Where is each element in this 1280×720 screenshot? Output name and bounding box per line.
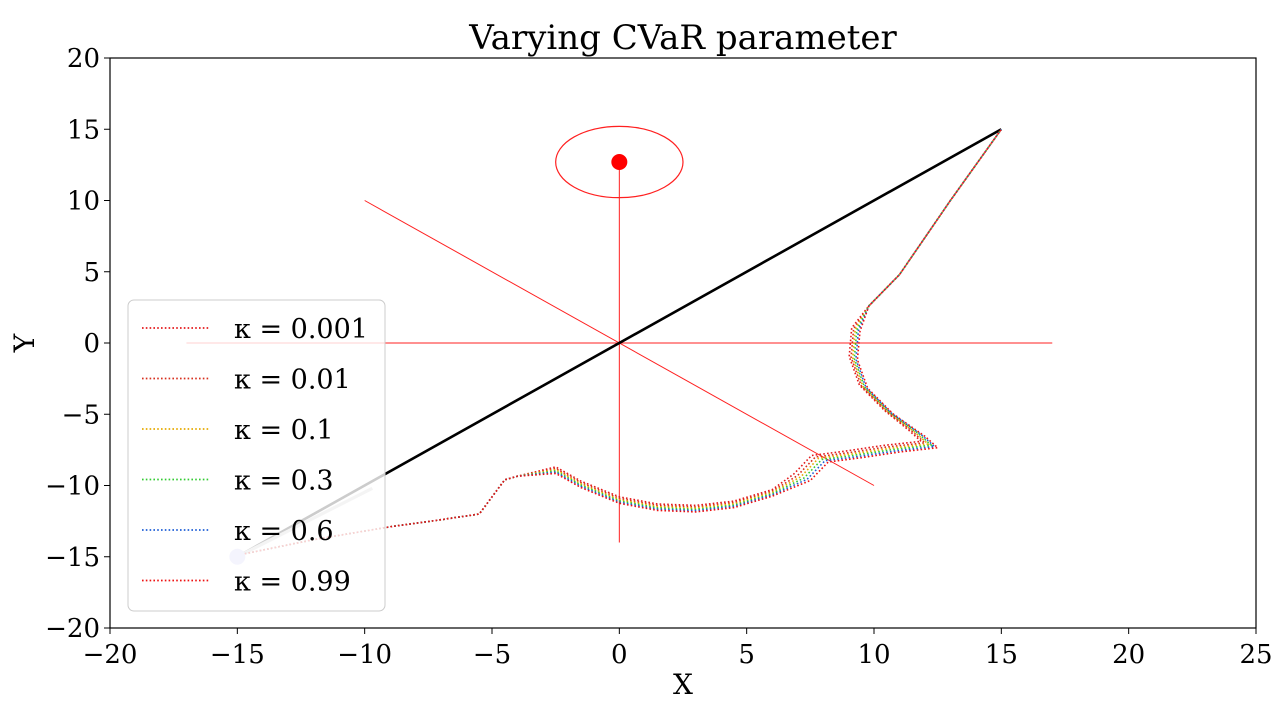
x-tick-label: 10 bbox=[857, 640, 890, 670]
x-tick-label: 0 bbox=[611, 640, 628, 670]
x-tick-label: −10 bbox=[337, 640, 392, 670]
legend-label-6: κ = 0.99 bbox=[234, 567, 351, 598]
x-tick-label: 5 bbox=[738, 640, 755, 670]
x-tick-label: −20 bbox=[83, 640, 138, 670]
obstacle-point bbox=[611, 154, 628, 171]
trajectory-series-6 bbox=[237, 128, 1002, 557]
x-tick-label: 25 bbox=[1239, 640, 1272, 670]
y-tick-label: −15 bbox=[45, 543, 100, 573]
legend-label-1: κ = 0.001 bbox=[234, 314, 368, 345]
y-tick-label: −20 bbox=[45, 614, 100, 644]
y-tick-label: 15 bbox=[67, 115, 100, 145]
x-axis-label: X bbox=[673, 668, 693, 701]
chart-title: Varying CVaR parameter bbox=[468, 18, 897, 58]
axis-ticks: −20 −15 −10 −5 0 5 10 15 20 25 −20 −15 −10 −5 0 5 10 15 20 bbox=[45, 44, 1272, 670]
y-tick-label: 20 bbox=[67, 44, 100, 74]
legend-label-2: κ = 0.01 bbox=[234, 365, 351, 396]
legend-box bbox=[127, 299, 386, 612]
x-tick-label: −15 bbox=[210, 640, 265, 670]
y-tick-label: 5 bbox=[83, 258, 100, 288]
x-tick-label: −5 bbox=[473, 640, 511, 670]
legend: κ = 0.001 κ = 0.01 κ = 0.1 κ = 0.3 κ = 0.6 κ … bbox=[127, 299, 386, 612]
y-tick-label: −5 bbox=[62, 400, 100, 430]
y-tick-label: 10 bbox=[67, 187, 100, 217]
x-tick-label: 20 bbox=[1112, 640, 1145, 670]
y-tick-label: 0 bbox=[83, 329, 100, 359]
y-axis-label: Y bbox=[8, 333, 41, 353]
x-tick-label: 15 bbox=[985, 640, 1018, 670]
obstacle-circle bbox=[555, 125, 684, 199]
legend-label-5: κ = 0.6 bbox=[234, 516, 334, 547]
legend-label-4: κ = 0.3 bbox=[234, 466, 334, 497]
legend-label-3: κ = 0.1 bbox=[234, 415, 334, 446]
y-tick-label: −10 bbox=[45, 472, 100, 502]
